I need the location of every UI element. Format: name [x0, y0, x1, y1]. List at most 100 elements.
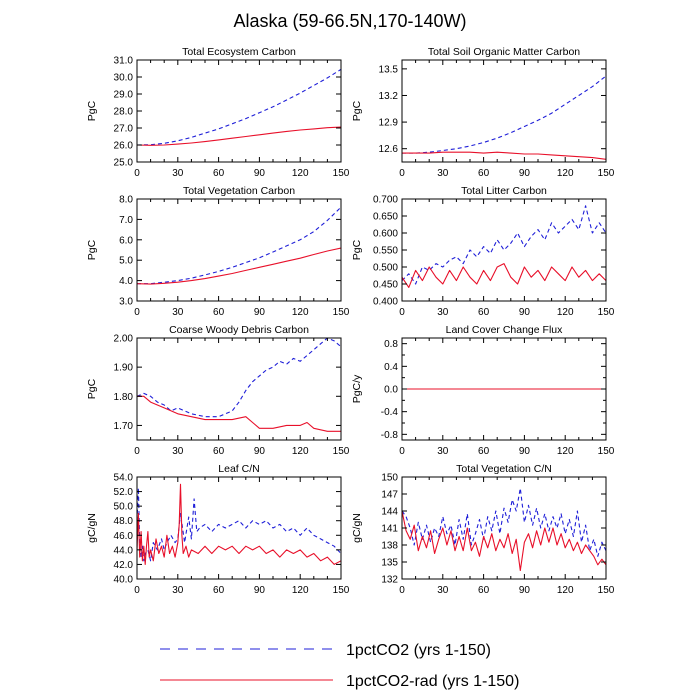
x-tick-label: 120	[292, 585, 309, 596]
panel-total-soil-organic-matter-carbon: Total Soil Organic Matter Carbon PgC 0 30 60…	[351, 46, 615, 179]
series-line-1pctco2-rad	[402, 151, 606, 160]
panel-title: Leaf C/N	[218, 463, 259, 475]
figure-title: Alaska (59-66.5N,170-140W)	[233, 11, 466, 31]
series-line-1pctco2	[402, 205, 606, 285]
y-tick-label: 13.2	[379, 91, 399, 102]
series-line-1pctco2-rad	[137, 126, 341, 146]
y-tick-label: 12.9	[379, 118, 399, 129]
x-tick-label: 150	[598, 446, 615, 457]
y-tick-label: 0.400	[373, 297, 398, 308]
y-tick-label: 52.0	[114, 487, 134, 498]
plot-frame	[136, 59, 342, 163]
y-tick-label: 8.0	[119, 195, 133, 206]
y-tick-label: 135	[381, 558, 398, 569]
series-line-1pctco2-rad	[402, 510, 606, 572]
panel-title: Total Vegetation Carbon	[183, 185, 295, 197]
y-axis-label: PgC	[86, 239, 98, 260]
y-tick-label: 26.0	[114, 141, 134, 152]
y-tick-label: 1.70	[114, 421, 134, 432]
series-line-1pctco2	[137, 487, 341, 562]
y-tick-label: 138	[381, 541, 398, 552]
x-tick-label: 120	[557, 585, 574, 596]
x-tick-label: 150	[333, 585, 350, 596]
x-tick-label: 60	[213, 446, 225, 457]
panel-title: Land Cover Change Flux	[446, 324, 563, 336]
y-tick-label: 147	[381, 490, 398, 501]
x-tick-label: 0	[399, 446, 405, 457]
x-tick-label: 30	[172, 585, 184, 596]
y-axis-label: PgC/y	[351, 374, 363, 403]
x-tick-label: 90	[519, 585, 531, 596]
panel-title: Total Litter Carbon	[461, 185, 547, 197]
y-tick-label: 13.5	[379, 64, 399, 75]
panel-total-vegetation-carbon: Total Vegetation Carbon PgC 0 30 60 90 120 150 3…	[86, 185, 350, 318]
y-tick-label: 4.0	[119, 276, 133, 287]
x-tick-label: 60	[478, 307, 490, 318]
y-axis-label: PgC	[86, 378, 98, 399]
x-tick-label: 120	[292, 168, 309, 179]
panel-total-ecosystem-carbon: Total Ecosystem Carbon PgC 0 30 60 90 120 150 25…	[86, 46, 350, 179]
x-tick-label: 30	[437, 168, 449, 179]
x-tick-label: 0	[134, 168, 140, 179]
y-tick-label: 7.0	[119, 215, 133, 226]
legend-label-1pctCO2: 1pctCO2 (yrs 1-150)	[346, 642, 491, 659]
x-tick-label: 90	[254, 168, 266, 179]
x-tick-label: 60	[213, 168, 225, 179]
x-tick-label: 120	[557, 168, 574, 179]
panel-title: Coarse Woody Debris Carbon	[169, 324, 309, 336]
x-tick-label: 0	[134, 585, 140, 596]
y-tick-label: 0.650	[373, 212, 398, 223]
y-tick-label: 30.0	[114, 73, 134, 84]
y-tick-label: 54.0	[114, 473, 134, 484]
y-tick-label: -0.4	[381, 407, 399, 418]
x-tick-label: 30	[172, 307, 184, 318]
x-tick-label: 90	[254, 446, 266, 457]
panel-land-cover-change-flux: Land Cover Change Flux PgC/y 0 30 60 90 120 150…	[351, 324, 615, 457]
x-tick-label: 120	[557, 307, 574, 318]
x-tick-label: 90	[254, 307, 266, 318]
y-tick-label: 3.0	[119, 297, 133, 308]
y-tick-label: 42.0	[114, 560, 134, 571]
y-tick-label: 44.0	[114, 545, 134, 556]
x-tick-label: 150	[598, 168, 615, 179]
y-axis-label: gC/gN	[86, 513, 98, 543]
x-tick-label: 30	[172, 446, 184, 457]
legend-label-1pctCO2-rad: 1pctCO2-rad (yrs 1-150)	[346, 673, 519, 690]
x-tick-label: 60	[478, 585, 490, 596]
y-tick-label: 29.0	[114, 90, 134, 101]
x-tick-label: 30	[437, 446, 449, 457]
series-line-1pctco2-rad	[402, 263, 606, 288]
series-line-1pctco2	[137, 68, 341, 146]
y-tick-label: 31.0	[114, 56, 134, 67]
y-axis-label: PgC	[351, 100, 363, 121]
x-tick-label: 90	[254, 585, 266, 596]
x-tick-label: 0	[399, 585, 405, 596]
x-tick-label: 60	[478, 446, 490, 457]
y-tick-label: 48.0	[114, 516, 134, 527]
y-tick-label: 50.0	[114, 502, 134, 513]
series-line-1pctco2	[137, 338, 341, 418]
panel-coarse-woody-debris-carbon: Coarse Woody Debris Carbon PgC 0 30 60 90 120 1…	[86, 324, 350, 457]
x-tick-label: 0	[134, 446, 140, 457]
x-tick-label: 150	[333, 168, 350, 179]
y-tick-label: 40.0	[114, 575, 134, 586]
y-axis-label: PgC	[351, 239, 363, 260]
y-tick-label: 132	[381, 575, 398, 586]
panel-title: Total Ecosystem Carbon	[182, 46, 296, 58]
y-tick-label: 144	[381, 507, 398, 518]
x-tick-label: 60	[478, 168, 490, 179]
x-tick-label: 90	[519, 307, 531, 318]
y-tick-label: 0.500	[373, 263, 398, 274]
series-line-1pctco2-rad	[137, 247, 341, 285]
y-tick-label: 2.00	[114, 334, 134, 345]
x-tick-label: 150	[333, 446, 350, 457]
y-axis-label: gC/gN	[351, 513, 363, 543]
panel-title: Total Soil Organic Matter Carbon	[428, 46, 580, 58]
y-tick-label: 25.0	[114, 158, 134, 169]
y-tick-label: 6.0	[119, 235, 133, 246]
y-tick-label: 27.0	[114, 124, 134, 135]
x-tick-label: 120	[292, 446, 309, 457]
x-tick-label: 150	[598, 585, 615, 596]
y-tick-label: 0.700	[373, 195, 398, 206]
